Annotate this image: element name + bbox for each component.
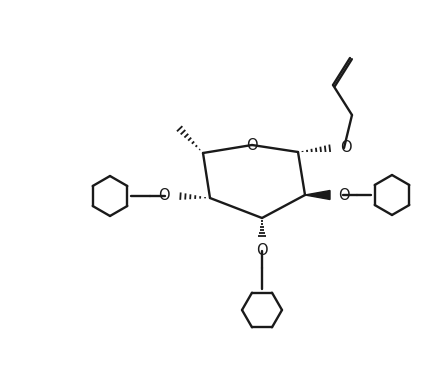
Text: O: O — [256, 243, 268, 258]
Text: O: O — [340, 141, 352, 155]
Text: O: O — [158, 188, 170, 204]
Text: O: O — [338, 188, 349, 203]
Polygon shape — [305, 191, 330, 200]
Text: O: O — [246, 138, 258, 153]
